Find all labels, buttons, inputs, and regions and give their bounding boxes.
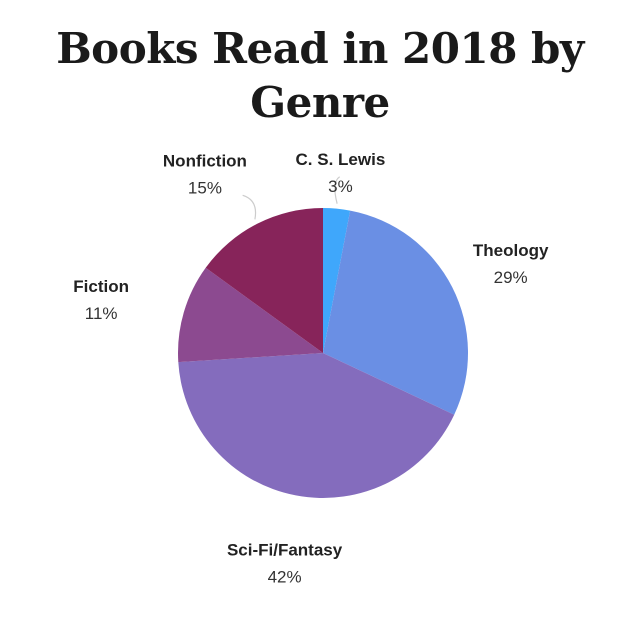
slice-percent-theology: 29% xyxy=(494,268,528,287)
pie-slice-c-s-lewis xyxy=(323,208,351,353)
slice-label-fiction: Fiction xyxy=(73,277,129,296)
chart-title: Books Read in 2018 by Genre xyxy=(56,24,584,127)
slice-label-nonfiction: Nonfiction xyxy=(163,151,247,170)
slice-percent-c-s-lewis: 3% xyxy=(328,177,353,196)
leader-line-nonfiction xyxy=(242,194,257,220)
slice-label-theology: Theology xyxy=(473,241,549,260)
pie-slice-nonfiction xyxy=(205,208,323,353)
pie-slice-fiction xyxy=(178,267,323,363)
slice-label-c-s-lewis: C. S. Lewis xyxy=(296,150,386,169)
slice-percent-sci-fi-fantasy: 42% xyxy=(268,567,302,586)
slice-label-sci-fi-fantasy: Sci-Fi/Fantasy xyxy=(227,540,343,559)
slice-percent-fiction: 11% xyxy=(85,304,118,323)
pie-slice-theology xyxy=(323,210,468,415)
slice-percent-nonfiction: 15% xyxy=(188,178,222,197)
leader-line-c-s-lewis xyxy=(334,176,341,204)
pie-slice-sci-fi-fantasy xyxy=(178,353,455,498)
